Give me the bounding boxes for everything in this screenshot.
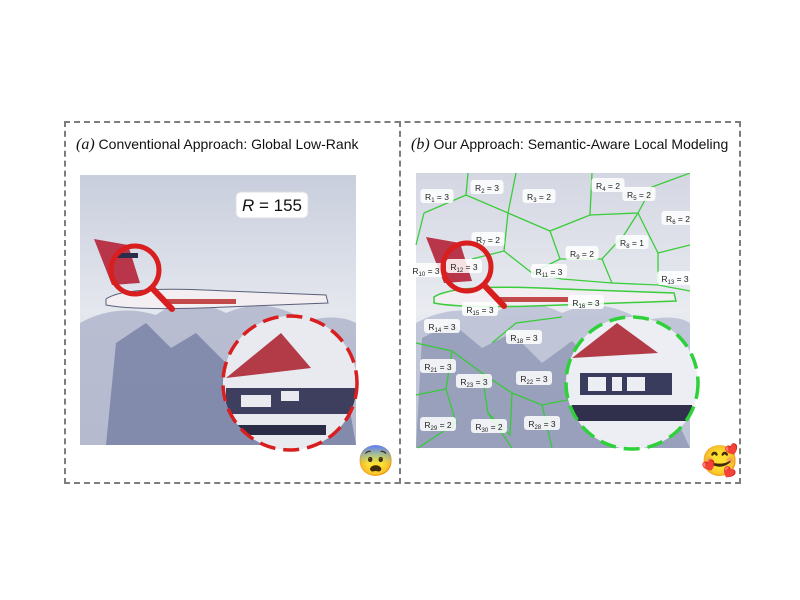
svg-text:R30 = 2: R30 = 2	[475, 422, 503, 434]
anxious-face-icon: 😨	[357, 444, 394, 478]
region-label-r23: R23 = 3	[456, 374, 492, 389]
region-label-r28: R28 = 3	[524, 416, 560, 431]
svg-text:R6 = 2: R6 = 2	[666, 214, 690, 226]
rank-symbol: R	[242, 196, 254, 215]
region-boundaries	[415, 173, 691, 449]
svg-text:R16 = 3: R16 = 3	[572, 298, 600, 310]
region-label-r1: R1 = 3	[420, 189, 454, 204]
svg-text:R7 = 2: R7 = 2	[476, 235, 500, 247]
svg-text:R2 = 3: R2 = 3	[475, 183, 499, 195]
panel-b-label: (b)	[411, 136, 430, 153]
region-label-r5: R5 = 2	[622, 187, 656, 202]
region-label-r18: R18 = 3	[506, 330, 542, 345]
svg-text:R28 = 3: R28 = 3	[528, 419, 556, 431]
svg-text:R9 = 2: R9 = 2	[570, 249, 594, 261]
panel-b-title: Our Approach: Semantic-Aware Local Model…	[433, 136, 729, 152]
region-label-r14: R14 = 3	[424, 319, 460, 334]
magnifier-icon	[108, 243, 175, 312]
region-labels: R1 = 3 R2 = 3 R3 = 2 R4 = 2 R5 = 2 R6 = 2 R7 =…	[412, 178, 695, 434]
svg-text:R14 = 3: R14 = 3	[428, 322, 456, 334]
region-label-r4: R4 = 2	[591, 178, 625, 193]
svg-text:R18 = 3: R18 = 3	[510, 333, 538, 345]
region-label-r7: R7 = 2	[471, 232, 505, 247]
panel-b-caption: (b) Our Approach: Semantic-Aware Local M…	[411, 136, 728, 154]
rank-badge: R = 155	[235, 191, 309, 219]
region-label-r8: R8 = 1	[615, 235, 649, 250]
svg-text:R29 = 2: R29 = 2	[424, 420, 452, 432]
region-label-r22: R22 = 3	[516, 371, 552, 386]
magnifier-icon	[440, 240, 507, 309]
svg-text:R23 = 3: R23 = 3	[460, 377, 488, 389]
smiling-hearts-face-icon: 🥰	[701, 442, 738, 478]
region-label-r3: R3 = 2	[522, 189, 556, 204]
zoom-inset-a	[221, 314, 359, 452]
svg-text:R8 = 1: R8 = 1	[620, 238, 644, 250]
svg-text:R13 = 3: R13 = 3	[661, 274, 689, 286]
region-label-r30: R30 = 2	[471, 419, 507, 434]
region-label-r12: R12 = 3	[446, 259, 482, 274]
panel-a-caption: (a) Conventional Approach: Global Low-Ra…	[76, 136, 358, 154]
zoom-inset-b	[564, 315, 700, 451]
region-label-r2: R2 = 3	[470, 180, 504, 195]
svg-text:R4 = 2: R4 = 2	[596, 181, 620, 193]
region-label-r10: R10 = 3	[412, 263, 444, 278]
rank-value: = 155	[254, 196, 302, 215]
svg-text:R21 = 3: R21 = 3	[424, 362, 452, 374]
svg-text:R3 = 2: R3 = 2	[527, 192, 551, 204]
svg-text:R11 = 3: R11 = 3	[536, 267, 563, 279]
svg-text:R5 = 2: R5 = 2	[627, 190, 651, 202]
region-label-r11: R11 = 3	[531, 264, 567, 279]
region-label-r16: R16 = 3	[568, 295, 604, 310]
figure-frame	[64, 121, 741, 484]
svg-text:R15 = 3: R15 = 3	[466, 305, 494, 317]
region-label-r29: R29 = 2	[420, 417, 456, 432]
svg-text:R12 = 3: R12 = 3	[450, 262, 478, 274]
panel-b-image: R1 = 3 R2 = 3 R3 = 2 R4 = 2 R5 = 2 R6 = 2 R7 =…	[412, 173, 739, 478]
panel-a-image: R = 155 😨	[80, 175, 395, 478]
region-label-r13: R13 = 3	[657, 271, 693, 286]
region-label-r6: R6 = 2	[661, 211, 695, 226]
svg-text:R = 155: R = 155	[242, 196, 302, 215]
svg-text:R22 = 3: R22 = 3	[520, 374, 548, 386]
panel-a-title: Conventional Approach: Global Low-Rank	[98, 136, 359, 152]
region-label-r21: R21 = 3	[420, 359, 456, 374]
panel-divider	[399, 121, 401, 484]
svg-text:R1 = 3: R1 = 3	[425, 192, 449, 204]
svg-text:R10 = 3: R10 = 3	[412, 266, 440, 278]
panel-a-label: (a)	[76, 136, 95, 153]
region-label-r15: R15 = 3	[462, 302, 498, 317]
region-label-r9: R9 = 2	[565, 246, 599, 261]
